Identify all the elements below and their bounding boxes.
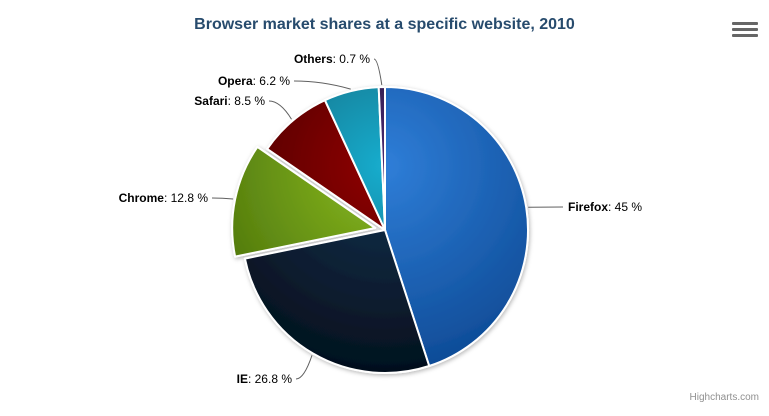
hamburger-menu-icon [732, 22, 758, 26]
label-connector-chrome [211, 197, 234, 200]
export-menu-button[interactable] [732, 22, 758, 37]
hamburger-menu-icon [732, 27, 758, 32]
pie-slice-others[interactable] [377, 85, 386, 231]
data-label-ie: IE: 26.8 % [237, 372, 293, 386]
data-label-others: Others: 0.7 % [294, 52, 370, 66]
data-labels-group: Firefox: 45 % IE: 26.8 % Chrome: 12.8 % Saf… [119, 52, 643, 386]
data-label-firefox: Firefox: 45 % [568, 200, 642, 214]
credits-link[interactable]: Highcharts.com [689, 392, 759, 403]
hamburger-menu-icon [732, 33, 758, 37]
chart-title: Browser market shares at a specific webs… [194, 16, 575, 33]
label-connector-ie [295, 355, 313, 380]
data-label-opera: Opera: 6.2 % [218, 74, 290, 88]
pie-slice-chrome[interactable] [231, 145, 377, 258]
label-connector-safari [268, 100, 292, 120]
data-label-chrome: Chrome: 12.8 % [119, 191, 209, 205]
pie-slice-firefox[interactable] [384, 86, 529, 367]
pie-series [231, 85, 529, 374]
pie-slice-ie[interactable] [243, 229, 431, 374]
label-connector-others [373, 58, 383, 86]
label-connector-opera [293, 80, 351, 90]
data-label-safari: Safari: 8.5 % [194, 94, 265, 108]
